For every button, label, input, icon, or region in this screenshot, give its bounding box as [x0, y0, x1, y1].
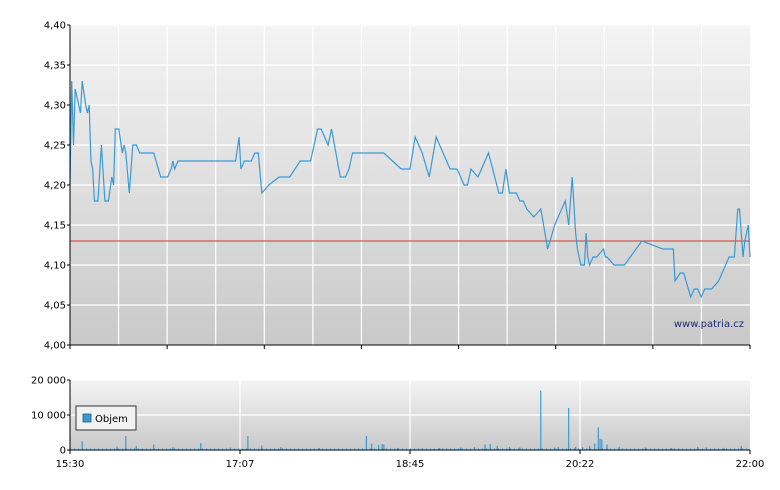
price-panel: 4,00 4,05 4,10 4,15 4,20 4,25 4,30 4,35 4,40 www…: [44, 21, 751, 352]
x-tick-label: 22:00: [736, 459, 765, 470]
price-grid: [70, 24, 750, 346]
price-series-line: [69, 80, 751, 299]
x-tick-label: 18:45: [396, 459, 425, 470]
volume-legend: Objem: [75, 405, 137, 431]
price-y-tick-labels: 4,00 4,05 4,10 4,15 4,20 4,25 4,30 4,35 4,40: [44, 21, 66, 352]
price-y-tick-label: 4,10: [44, 261, 66, 272]
legend-label: Objem: [95, 414, 128, 425]
volume-panel: 0 10 000 20 000 Objem: [31, 376, 751, 457]
price-y-tick-label: 4,30: [44, 101, 66, 112]
volume-y-tick-labels: 0 10 000 20 000: [31, 376, 66, 457]
price-y-tick-label: 4,25: [44, 141, 66, 152]
price-y-tick-label: 4,40: [44, 21, 66, 32]
x-tick-label: 15:30: [56, 459, 85, 470]
price-y-tick-label: 4,35: [44, 61, 66, 72]
watermark: www.patria.cz: [674, 319, 744, 330]
price-y-tick-label: 4,05: [44, 301, 66, 312]
x-tick-label: 17:07: [226, 459, 255, 470]
price-axes: [67, 24, 751, 349]
legend-swatch: [82, 413, 92, 423]
volume-y-tick-label: 10 000: [31, 411, 66, 422]
x-tick-label: 20:22: [566, 459, 595, 470]
volume-y-tick-label: 0: [60, 446, 66, 457]
price-y-tick-label: 4,20: [44, 181, 66, 192]
volume-y-tick-label: 20 000: [31, 376, 66, 387]
price-y-tick-label: 4,15: [44, 221, 66, 232]
volume-axes: [67, 379, 751, 454]
x-axis-tick-labels: 15:30 17:07 18:45 20:22 22:00: [56, 459, 765, 470]
price-y-tick-label: 4,00: [44, 341, 66, 352]
